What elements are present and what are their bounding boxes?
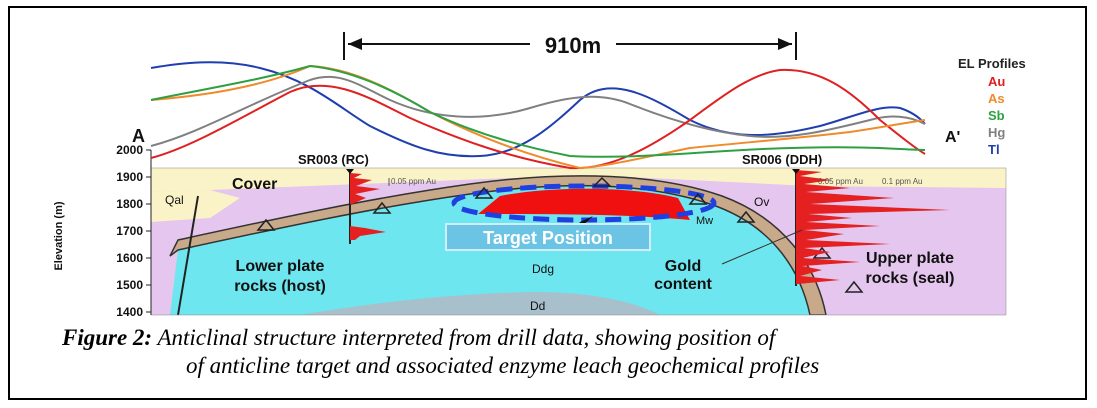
figure-caption: Figure 2: Anticlinal structure interpret… (62, 324, 1062, 380)
sr006-label: SR006 (DDH) (742, 152, 822, 167)
sr003-label: SR003 (RC) (298, 152, 369, 167)
gold-content-label-2: content (654, 276, 712, 293)
y-axis-title: Elevation (m) (53, 201, 65, 270)
qal-label: Qal (165, 193, 184, 207)
gold-content-label-1: Gold (665, 258, 701, 275)
y-tick-label: 1600 (116, 251, 143, 265)
caption-line-1: Anticlinal structure interpreted from dr… (157, 325, 775, 350)
figure-frame: Target Position SR003 (RC) 0.05 ppm Au S… (8, 6, 1087, 400)
distance-arrow-left (348, 38, 362, 50)
y-tick-label: 1900 (116, 170, 143, 184)
legend-entry-as: As (988, 91, 1005, 106)
y-tick-label: 1800 (116, 197, 143, 211)
section-end-label: A' (945, 129, 960, 146)
cover-label: Cover (232, 176, 277, 193)
y-tick-label: 1400 (116, 305, 143, 318)
legend-entry-tl: Tl (988, 142, 1000, 157)
y-tick-label: 1500 (116, 278, 143, 292)
sr006-grade-label-1: 0.05 ppm Au (818, 177, 863, 186)
lower-plate-label-1: Lower plate (236, 258, 325, 275)
legend-entry-hg: Hg (988, 125, 1005, 140)
profile-sb (151, 66, 925, 157)
upper-plate-label-2: rocks (seal) (866, 270, 955, 287)
ddg-label: Ddg (532, 262, 554, 276)
sr003-grade-label: 0.05 ppm Au (391, 177, 436, 186)
dd-label: Dd (530, 299, 545, 313)
mw-label: Mw (696, 215, 713, 227)
target-label: Target Position (483, 228, 613, 248)
caption-label: Figure 2: (62, 325, 152, 350)
distance-arrow-right (778, 38, 792, 50)
section-start-label: A (132, 126, 145, 146)
cross-section-figure: Target Position SR003 (RC) 0.05 ppm Au S… (10, 8, 1085, 318)
sr006-grade-label-2: 0.1 ppm Au (882, 177, 922, 186)
y-tick-label: 1700 (116, 224, 143, 238)
distance-label: 910m (545, 33, 601, 58)
legend-entries: Au As Sb Hg Tl (988, 74, 1005, 157)
legend-title: EL Profiles (958, 56, 1026, 71)
upper-plate-label-1: Upper plate (866, 250, 954, 267)
legend-entry-au: Au (988, 74, 1005, 89)
legend-entry-sb: Sb (988, 108, 1005, 123)
ov-label: Ov (754, 195, 769, 209)
caption-line-2: of anticline target and associated enzym… (62, 352, 1062, 380)
lower-plate-label-2: rocks (host) (234, 278, 326, 295)
